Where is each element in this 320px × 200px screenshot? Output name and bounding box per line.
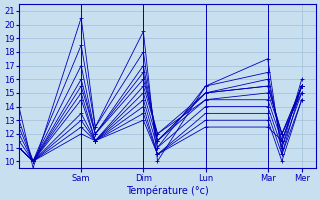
X-axis label: Température (°c): Température (°c) — [126, 185, 209, 196]
